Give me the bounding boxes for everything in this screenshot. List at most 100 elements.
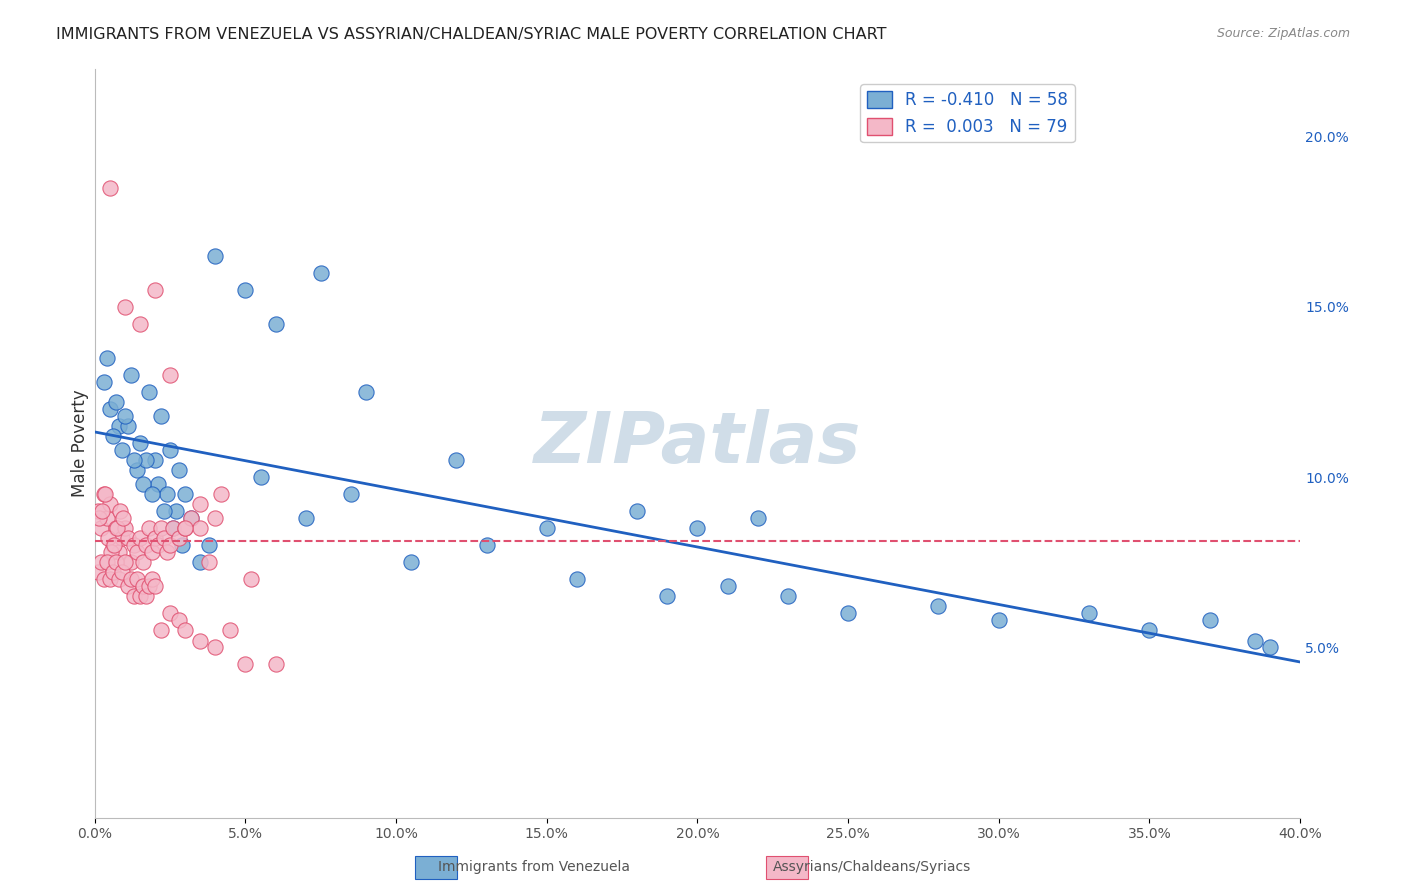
Point — [837, 607, 859, 621]
Point — [125, 463, 148, 477]
Point — [120, 572, 142, 586]
Point — [135, 453, 157, 467]
Point — [96, 511, 118, 525]
Point — [167, 613, 190, 627]
Point — [159, 538, 181, 552]
Point — [89, 511, 111, 525]
Point — [132, 579, 155, 593]
Point — [141, 545, 163, 559]
Point — [264, 317, 287, 331]
Point — [132, 555, 155, 569]
Point — [141, 572, 163, 586]
Point — [172, 538, 194, 552]
Point — [294, 511, 316, 525]
Point — [143, 283, 166, 297]
Point — [111, 442, 134, 457]
Point — [776, 589, 799, 603]
Point — [90, 521, 112, 535]
Point — [188, 633, 211, 648]
Point — [112, 511, 135, 525]
Point — [156, 545, 179, 559]
Point — [927, 599, 949, 614]
Point — [111, 532, 134, 546]
Point — [174, 487, 197, 501]
Point — [188, 497, 211, 511]
Point — [94, 487, 117, 501]
Point — [129, 589, 152, 603]
Point — [716, 579, 738, 593]
Point — [167, 532, 190, 546]
Point — [198, 538, 221, 552]
Point — [125, 545, 148, 559]
Point — [132, 477, 155, 491]
Point — [104, 395, 127, 409]
Point — [204, 640, 226, 655]
Point — [90, 555, 112, 569]
Point — [104, 521, 127, 535]
Point — [122, 538, 145, 552]
Point — [180, 511, 202, 525]
Point — [98, 572, 121, 586]
Point — [167, 463, 190, 477]
Point — [104, 555, 127, 569]
Point — [188, 521, 211, 535]
Point — [354, 384, 377, 399]
Point — [114, 300, 136, 314]
Point — [235, 283, 257, 297]
Point — [399, 555, 422, 569]
Point — [1139, 624, 1161, 638]
Point — [1078, 607, 1101, 621]
Point — [120, 368, 142, 382]
Point — [125, 572, 148, 586]
Point — [153, 532, 176, 546]
Point — [93, 487, 115, 501]
Point — [93, 572, 115, 586]
Point — [188, 555, 211, 569]
Point — [159, 607, 181, 621]
Point — [141, 487, 163, 501]
Y-axis label: Male Poverty: Male Poverty — [72, 389, 89, 497]
Point — [204, 249, 226, 263]
Point — [135, 538, 157, 552]
Point — [1258, 640, 1281, 655]
Point — [159, 442, 181, 457]
Point — [565, 572, 588, 586]
Point — [129, 436, 152, 450]
Point — [129, 317, 152, 331]
Point — [162, 521, 184, 535]
Point — [120, 555, 142, 569]
Point — [174, 521, 197, 535]
Point — [87, 566, 110, 580]
Point — [198, 555, 221, 569]
Point — [138, 579, 160, 593]
Point — [626, 504, 648, 518]
Point — [101, 566, 124, 580]
Point — [108, 419, 131, 434]
Point — [1198, 613, 1220, 627]
Point — [1244, 633, 1267, 648]
Point — [96, 555, 118, 569]
Point — [180, 511, 202, 525]
Point — [162, 521, 184, 535]
Point — [91, 504, 114, 518]
Point — [93, 375, 115, 389]
Point — [159, 368, 181, 382]
Point — [240, 572, 263, 586]
Point — [150, 409, 173, 423]
Point — [97, 532, 120, 546]
Text: Immigrants from Venezuela: Immigrants from Venezuela — [439, 860, 630, 874]
Text: IMMIGRANTS FROM VENEZUELA VS ASSYRIAN/CHALDEAN/SYRIAC MALE POVERTY CORRELATION C: IMMIGRANTS FROM VENEZUELA VS ASSYRIAN/CH… — [56, 27, 887, 42]
Point — [987, 613, 1010, 627]
Text: Assyrians/Chaldeans/Syriacs: Assyrians/Chaldeans/Syriacs — [772, 860, 972, 874]
Point — [153, 504, 176, 518]
Point — [174, 624, 197, 638]
Point — [340, 487, 363, 501]
Point — [108, 572, 131, 586]
Point — [111, 566, 134, 580]
Point — [249, 470, 271, 484]
Point — [108, 545, 131, 559]
Point — [114, 521, 136, 535]
Point — [204, 511, 226, 525]
Point — [122, 453, 145, 467]
Point — [309, 266, 332, 280]
